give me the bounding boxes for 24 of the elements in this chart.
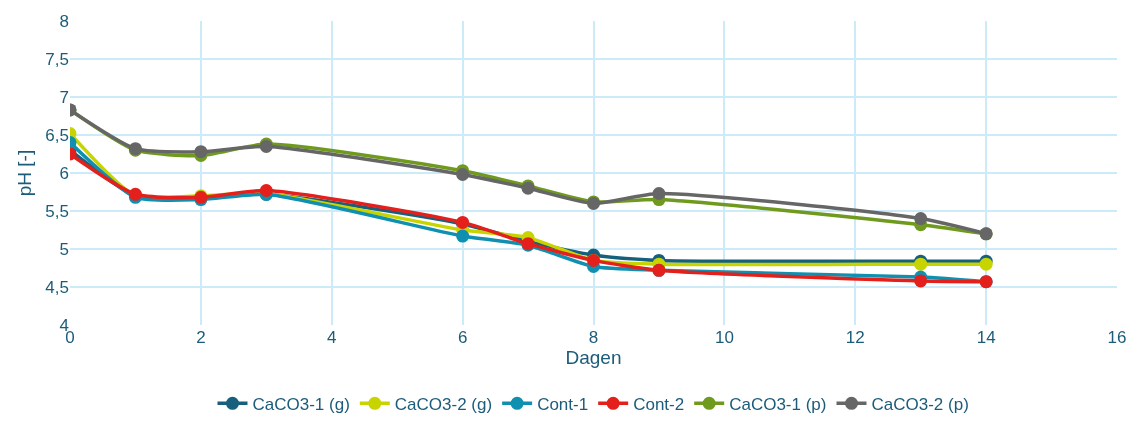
legend-label: Cont-1: [537, 394, 589, 414]
x-tick-label: 4: [327, 328, 337, 347]
legend-label: CaCO3-2 (p): [871, 394, 969, 414]
x-tick-label: 12: [845, 328, 865, 347]
y-tick-label: 6,5: [45, 125, 69, 145]
x-tick-label: 8: [588, 328, 599, 347]
legend-label: Cont-2: [633, 394, 685, 414]
y-tick-label: 5,5: [45, 201, 69, 221]
x-tick-label: 14: [976, 328, 996, 347]
y-tick-label: 7: [59, 87, 69, 107]
x-tick-label: 10: [714, 328, 734, 347]
y-tick-label: 5: [59, 239, 69, 259]
y-tick-label: 6: [59, 163, 69, 183]
y-tick-label: 7,5: [45, 49, 69, 69]
legend-label: CaCO3-1 (g): [252, 394, 350, 414]
y-axis-title: pH [-]: [14, 149, 36, 197]
legend-label: CaCO3-2 (g): [394, 394, 493, 414]
x-tick-label: 6: [457, 328, 468, 347]
x-tick-label: 2: [196, 328, 206, 347]
x-axis-title: Dagen: [565, 347, 622, 368]
x-tick-label: 16: [1107, 328, 1127, 347]
y-tick-label: 8: [59, 11, 69, 31]
y-tick-label: 4,5: [45, 277, 69, 297]
legend-label: CaCO3-1 (p): [729, 394, 827, 414]
